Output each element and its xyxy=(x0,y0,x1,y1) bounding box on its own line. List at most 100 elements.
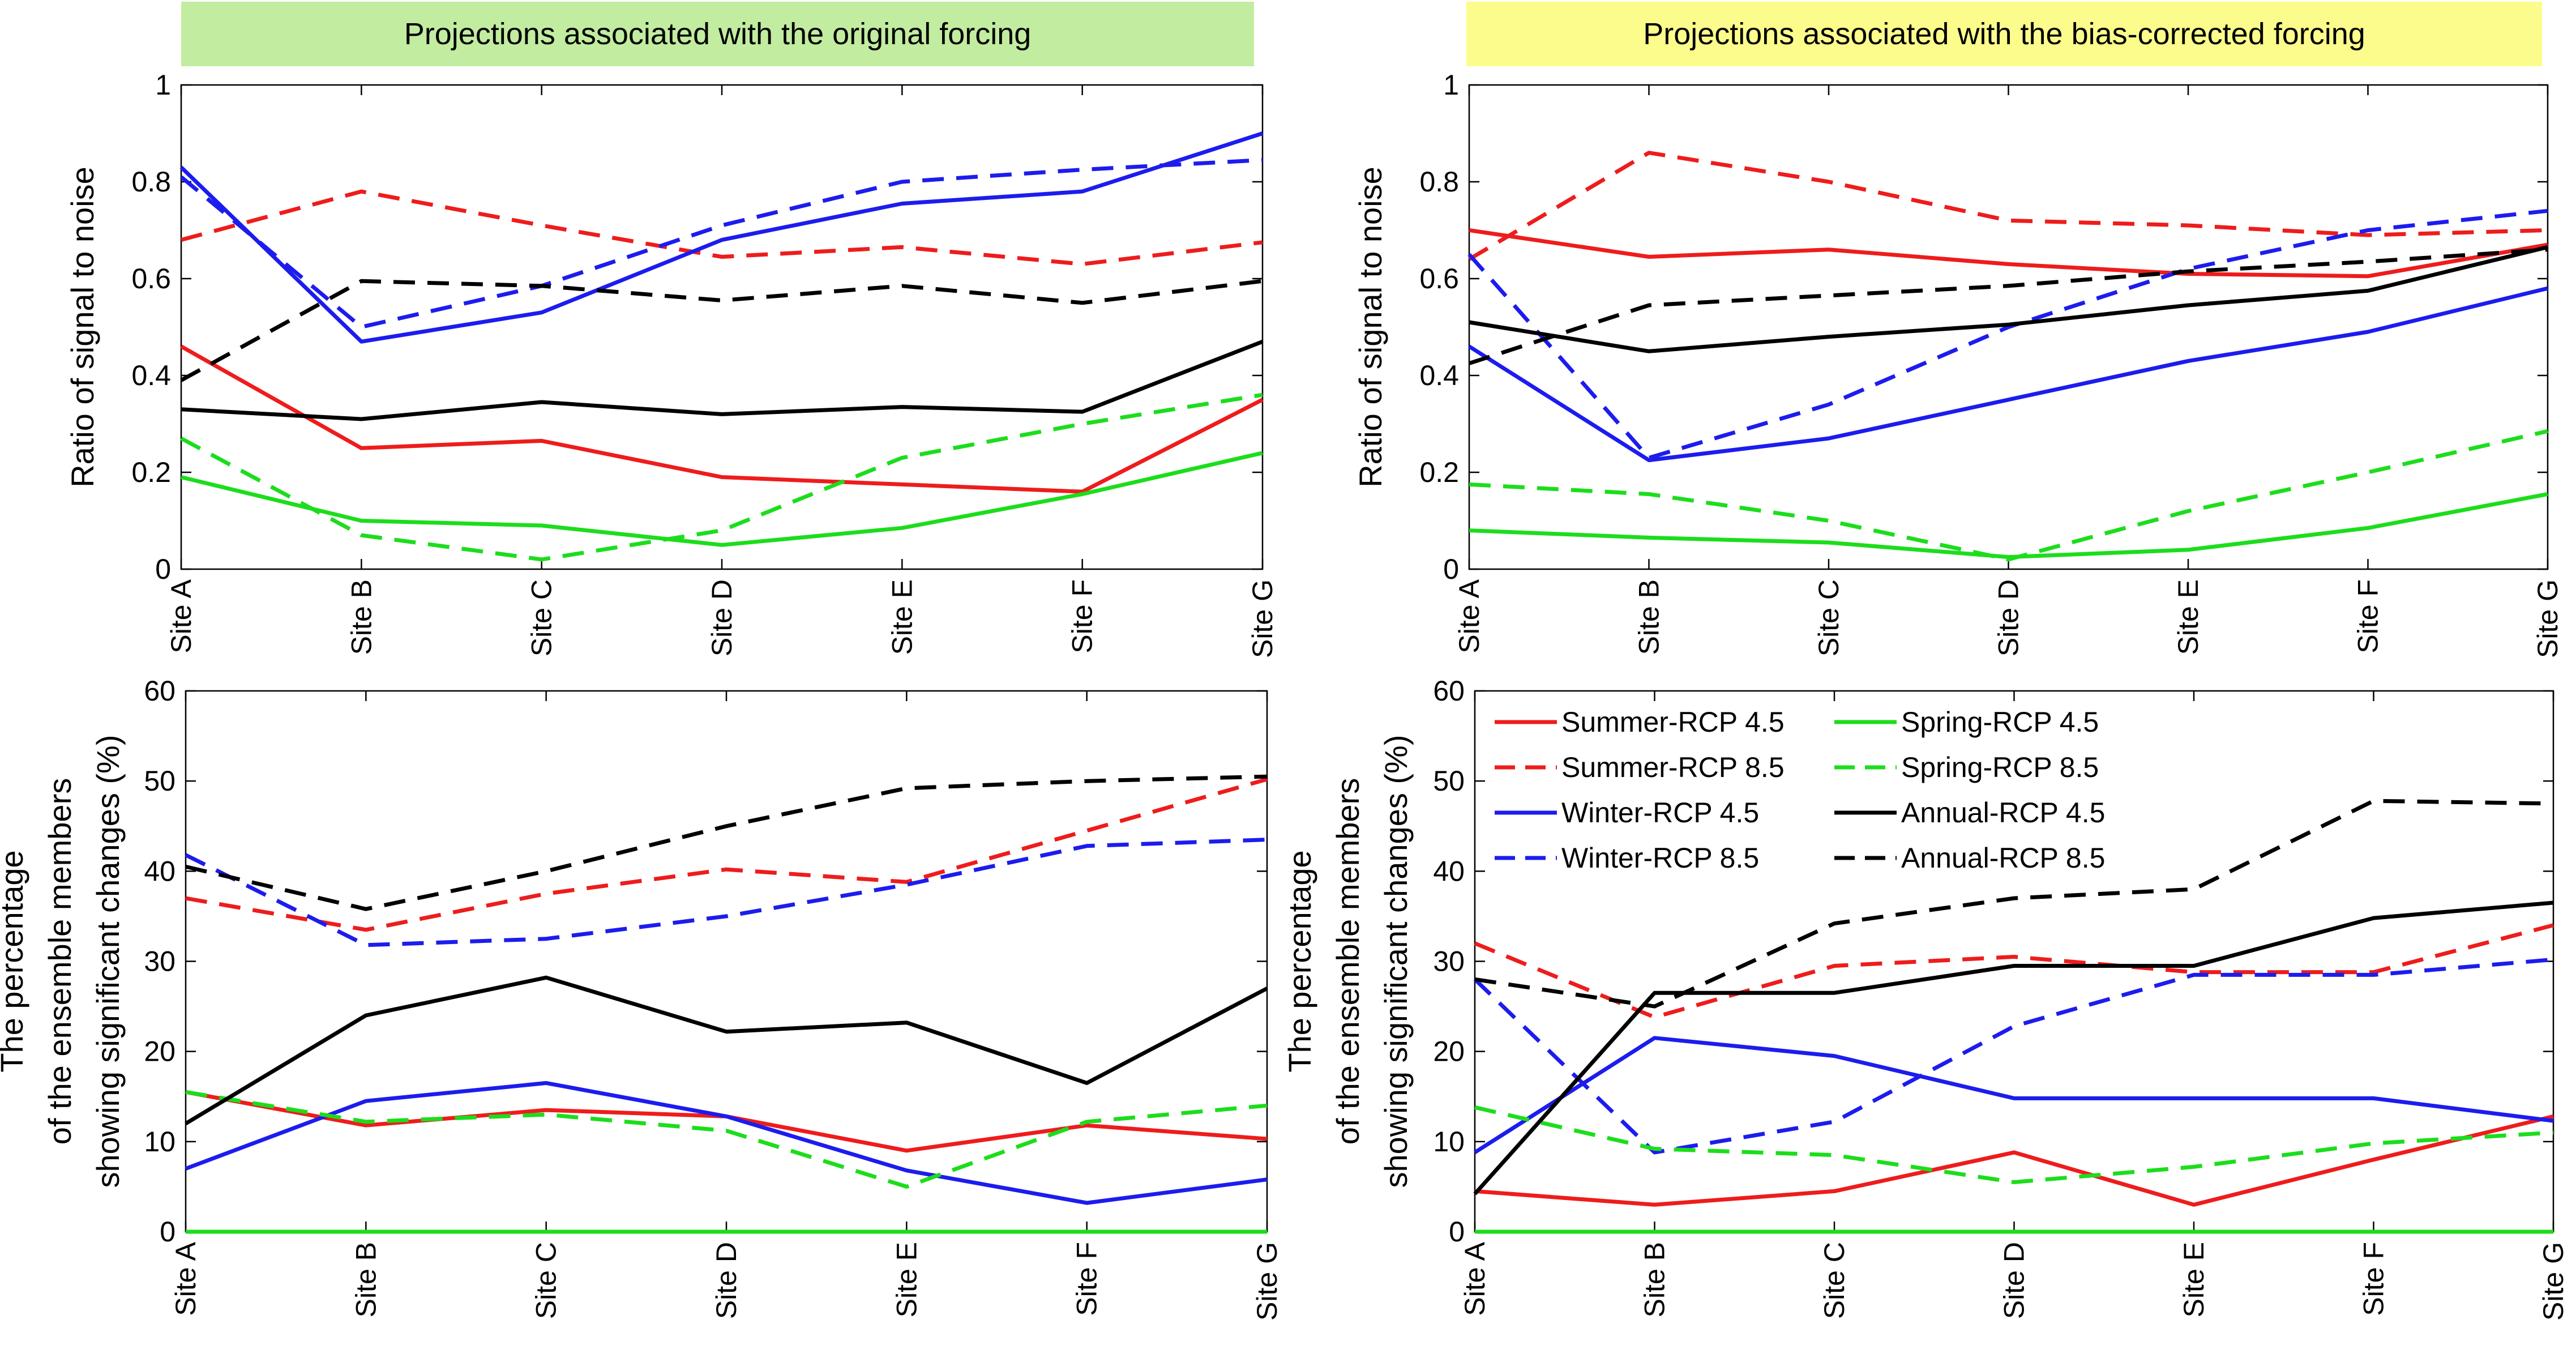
y-tick-label: 30 xyxy=(144,946,176,977)
x-tick-label: Site G xyxy=(1251,1242,1283,1321)
series-line-annual45 xyxy=(1473,900,2554,1195)
x-tick-label: Site C xyxy=(530,1242,562,1319)
x-tick-label: Site C xyxy=(1818,1242,1850,1319)
x-tick-label: Site F xyxy=(1071,1242,1103,1316)
plot-area-frame xyxy=(185,690,1268,1233)
y-axis-label: The percentage xyxy=(0,850,29,1072)
legend-label-winter45: Winter-RCP 4.5 xyxy=(1561,797,1759,829)
series-line-annual45 xyxy=(181,339,1264,421)
y-tick-label: 10 xyxy=(1433,1126,1465,1158)
x-tick-label: Site E xyxy=(2178,1242,2210,1317)
y-tick-label: 50 xyxy=(144,765,176,797)
legend-label-spring45: Spring-RCP 4.5 xyxy=(1901,706,2099,738)
x-tick-label: Site E xyxy=(886,579,918,655)
x-tick-label: Site E xyxy=(891,1242,922,1317)
y-tick-label: 40 xyxy=(1433,855,1465,887)
legend-label-annual45: Annual-RCP 4.5 xyxy=(1901,797,2105,829)
x-tick-label: Site D xyxy=(711,1242,742,1319)
y-axis-label: showing significant changes (%) xyxy=(90,735,126,1188)
x-tick-label: Site B xyxy=(345,579,377,655)
y-axis-label: showing significant changes (%) xyxy=(1378,735,1414,1188)
y-axis-label: Ratio of signal to noise xyxy=(65,166,100,488)
series-line-annual85 xyxy=(1474,799,2554,1009)
y-tick-label: 0.6 xyxy=(1419,263,1459,294)
y-tick-label: 40 xyxy=(144,855,176,887)
y-tick-label: 10 xyxy=(144,1126,176,1158)
x-tick-label: Site A xyxy=(165,579,197,653)
series-line-summer85 xyxy=(1468,151,2548,261)
y-tick-label: 0.8 xyxy=(1419,166,1459,198)
series-line-winter85 xyxy=(1467,208,2548,460)
legend: Summer-RCP 4.5 Spring-RCP 4.5 Summer-RCP 8… xyxy=(1495,706,2105,874)
series-line-spring45 xyxy=(181,451,1263,547)
x-tick-label: Site A xyxy=(1453,579,1485,653)
x-tick-label: Site B xyxy=(1633,579,1665,655)
left-column-title: Projections associated with the original… xyxy=(181,2,1254,66)
x-tick-label: Site F xyxy=(2352,579,2384,654)
x-tick-label: Site G xyxy=(2532,579,2564,658)
series-line-winter45 xyxy=(1474,1036,2554,1154)
y-tick-label: 1 xyxy=(155,69,171,101)
legend-label-summer85: Summer-RCP 8.5 xyxy=(1561,752,1785,783)
y-tick-label: 0 xyxy=(1443,553,1459,585)
x-tick-label: Site F xyxy=(2358,1242,2390,1316)
x-tick-label: Site C xyxy=(526,579,558,656)
series-line-summer85 xyxy=(181,189,1263,266)
x-tick-label: Site D xyxy=(1993,579,2025,656)
legend-label-summer45: Summer-RCP 4.5 xyxy=(1561,706,1785,738)
y-tick-label: 50 xyxy=(1433,765,1465,797)
plot-area-frame xyxy=(180,84,1264,570)
series-line-summer45 xyxy=(1474,1114,2554,1207)
y-tick-label: 0 xyxy=(160,1216,176,1248)
series-line-summer85 xyxy=(185,777,1268,932)
y-tick-label: 60 xyxy=(144,675,176,707)
series-line-annual85 xyxy=(1468,247,2548,365)
x-tick-label: Site B xyxy=(350,1242,382,1317)
series-line-summer45 xyxy=(1469,228,2548,279)
y-tick-label: 30 xyxy=(1433,946,1465,977)
series-line-annual45 xyxy=(185,975,1268,1126)
y-tick-label: 0.6 xyxy=(131,263,171,294)
series-line-winter85 xyxy=(1473,957,2554,1155)
legend-label-spring85: Spring-RCP 8.5 xyxy=(1901,752,2099,783)
series-line-summer45 xyxy=(180,344,1264,494)
y-tick-label: 0.2 xyxy=(131,456,171,488)
y-tick-label: 60 xyxy=(1433,675,1465,707)
series-line-spring85 xyxy=(180,392,1263,562)
x-tick-label: Site F xyxy=(1067,579,1098,654)
x-tick-label: Site A xyxy=(1459,1241,1491,1316)
series-line-spring85 xyxy=(1474,1105,2554,1184)
x-tick-label: Site D xyxy=(1999,1242,2030,1319)
x-tick-label: Site G xyxy=(1247,579,1278,658)
series-line-annual45 xyxy=(1469,245,2548,353)
series-line-spring45 xyxy=(1469,492,2548,560)
y-tick-label: 0.2 xyxy=(1419,456,1459,488)
x-tick-label: Site B xyxy=(1639,1242,1671,1317)
x-tick-label: Site A xyxy=(170,1241,202,1316)
right-column-title: Projections associated with the bias-cor… xyxy=(1466,2,2542,66)
y-tick-label: 20 xyxy=(1433,1036,1465,1068)
chart-top-right: 0 0.2 0.4 0.6 0.8 1 Site A Site B Site C Site D Si… xyxy=(1353,69,2564,658)
x-tick-label: Site D xyxy=(706,579,738,656)
chart-top-left: 0 0.2 0.4 0.6 0.8 1 Site A Site B Site C Site D Si… xyxy=(65,69,1278,658)
series-line-winter85 xyxy=(185,838,1268,947)
x-tick-label: Site E xyxy=(2172,579,2204,655)
y-tick-label: 20 xyxy=(144,1036,176,1068)
y-axis-label: of the ensemble members xyxy=(42,778,78,1145)
y-axis-label: The percentage xyxy=(1282,850,1317,1072)
series-line-winter45 xyxy=(185,1081,1268,1205)
series-line-winter45 xyxy=(1468,286,2548,463)
y-tick-label: 0.4 xyxy=(1419,360,1459,391)
y-tick-label: 0.8 xyxy=(131,166,171,198)
y-axis-label: Ratio of signal to noise xyxy=(1353,166,1388,488)
series-line-winter45 xyxy=(179,131,1264,344)
series-line-annual85 xyxy=(180,279,1263,382)
series-line-spring85 xyxy=(185,1090,1268,1189)
series-line-spring85 xyxy=(1469,429,2548,562)
legend-label-annual85: Annual-RCP 8.5 xyxy=(1901,842,2105,874)
series-line-summer45 xyxy=(185,1090,1268,1153)
chart-bottom-left: 0 10 20 30 40 50 60 Site A Site B Site C Site D Sit… xyxy=(0,675,1283,1321)
legend-label-winter85: Winter-RCP 8.5 xyxy=(1561,842,1759,874)
series-line-summer85 xyxy=(1474,923,2554,1019)
